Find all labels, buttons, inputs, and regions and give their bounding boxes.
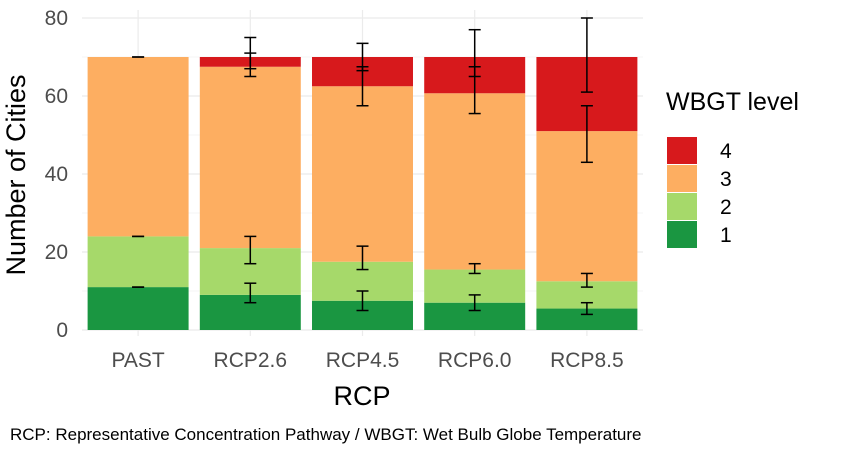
legend-label: 2 — [720, 196, 732, 219]
legend-swatch — [667, 221, 697, 248]
bar-segment-level-2 — [87, 236, 189, 288]
bar-segment-level-1 — [536, 308, 638, 330]
bar-stacks — [87, 57, 638, 330]
bar-segment-level-1 — [87, 287, 189, 330]
figure-caption: RCP: Representative Concentration Pathwa… — [10, 425, 642, 444]
bar-segment-level-3 — [312, 86, 413, 262]
error-bar — [356, 42, 369, 72]
y-tick-label: 80 — [45, 7, 68, 30]
x-axis-title: RCP — [333, 381, 390, 411]
bar-segment-level-3 — [199, 66, 301, 249]
legend: WBGT level 4 3 2 1 — [666, 88, 799, 248]
y-axis-ticks: 0 20 40 60 80 — [45, 7, 68, 342]
y-axis-title: Number of Cities — [1, 74, 31, 275]
legend-title: WBGT level — [666, 88, 799, 116]
error-bar — [580, 301, 593, 316]
legend-label: 3 — [720, 168, 732, 191]
error-bar — [580, 105, 593, 164]
legend-label: 4 — [720, 140, 732, 163]
error-bar — [244, 282, 257, 304]
error-bar — [580, 17, 593, 93]
y-tick-label: 40 — [45, 163, 68, 186]
y-tick-label: 20 — [45, 241, 68, 264]
bar-segment-level-3 — [87, 57, 189, 237]
legend-swatch — [667, 137, 697, 164]
x-tick-label: RCP6.0 — [438, 349, 512, 372]
error-bar — [580, 272, 593, 288]
y-tick-label: 60 — [45, 85, 68, 108]
error-bar — [468, 28, 481, 78]
error-bar — [468, 262, 481, 275]
error-bar — [356, 290, 369, 312]
x-tick-label: RCP2.6 — [214, 349, 288, 372]
x-tick-label: RCP8.5 — [550, 349, 624, 372]
error-bar — [356, 245, 369, 271]
error-bar — [244, 36, 257, 70]
legend-label: 1 — [720, 224, 732, 247]
error-bars — [132, 17, 593, 316]
y-tick-label: 0 — [56, 319, 68, 342]
x-tick-label: PAST — [111, 349, 164, 372]
x-axis-ticks: PAST RCP2.6 RCP4.5 RCP6.0 RCP8.5 — [111, 349, 623, 372]
legend-swatch — [667, 193, 697, 220]
error-bar — [468, 294, 481, 312]
legend-swatch — [667, 165, 697, 192]
bar-segment-level-3 — [424, 93, 526, 270]
x-tick-label: RCP4.5 — [326, 349, 400, 372]
error-bar — [244, 235, 257, 265]
stacked-bar-chart: 0 20 40 60 80 PAST RCP2.6 RCP4.5 RCP6.0 RCP8.5 N… — [1, 7, 799, 411]
